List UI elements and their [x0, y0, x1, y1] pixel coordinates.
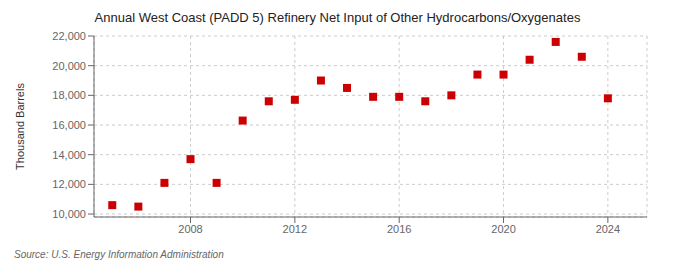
- svg-text:20,000: 20,000: [52, 60, 86, 72]
- svg-text:22,000: 22,000: [52, 30, 86, 42]
- svg-text:16,000: 16,000: [52, 119, 86, 131]
- svg-text:14,000: 14,000: [52, 149, 86, 161]
- html-text:Source: U.S. Energy Informatio: Source: U.S. Energy Information Administ…: [14, 249, 224, 260]
- svg-text:10,000: 10,000: [52, 208, 86, 220]
- svg-text:12,000: 12,000: [52, 178, 86, 190]
- svg-text:Thousand Barrels: Thousand Barrels: [14, 83, 26, 170]
- html-text:Annual West Coast (PADD 5) Ref: Annual West Coast (PADD 5) Refinery Net …: [94, 10, 581, 25]
- svg-text:2008: 2008: [178, 223, 202, 235]
- svg-text:2012: 2012: [283, 223, 307, 235]
- svg-text:2024: 2024: [596, 223, 620, 235]
- svg-text:2016: 2016: [387, 223, 411, 235]
- svg-text:18,000: 18,000: [52, 89, 86, 101]
- svg-text:2020: 2020: [491, 223, 515, 235]
